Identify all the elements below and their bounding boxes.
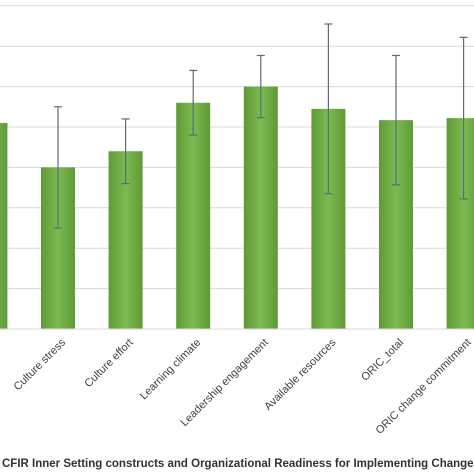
- chart-title: CFIR Inner Setting constructs and Organi…: [2, 458, 474, 470]
- error-bar: [54, 106, 62, 229]
- x-tick-label: Culture stress: [12, 336, 69, 393]
- error-bar: [324, 23, 333, 195]
- bar: [0, 122, 8, 330]
- error-bar: [121, 118, 130, 185]
- error-bar: [392, 54, 400, 186]
- x-tick-label: ORIC_total: [359, 337, 406, 384]
- x-tick-label: Learning climate: [138, 337, 204, 403]
- error-bar: [189, 69, 198, 136]
- x-tick-label: Available resources: [262, 336, 339, 413]
- bar: [176, 102, 211, 329]
- x-tick-label: Culture effort: [82, 337, 135, 390]
- error-bar: [256, 54, 265, 119]
- error-bar: [459, 36, 468, 200]
- bar: [243, 86, 278, 329]
- bar: [446, 118, 474, 329]
